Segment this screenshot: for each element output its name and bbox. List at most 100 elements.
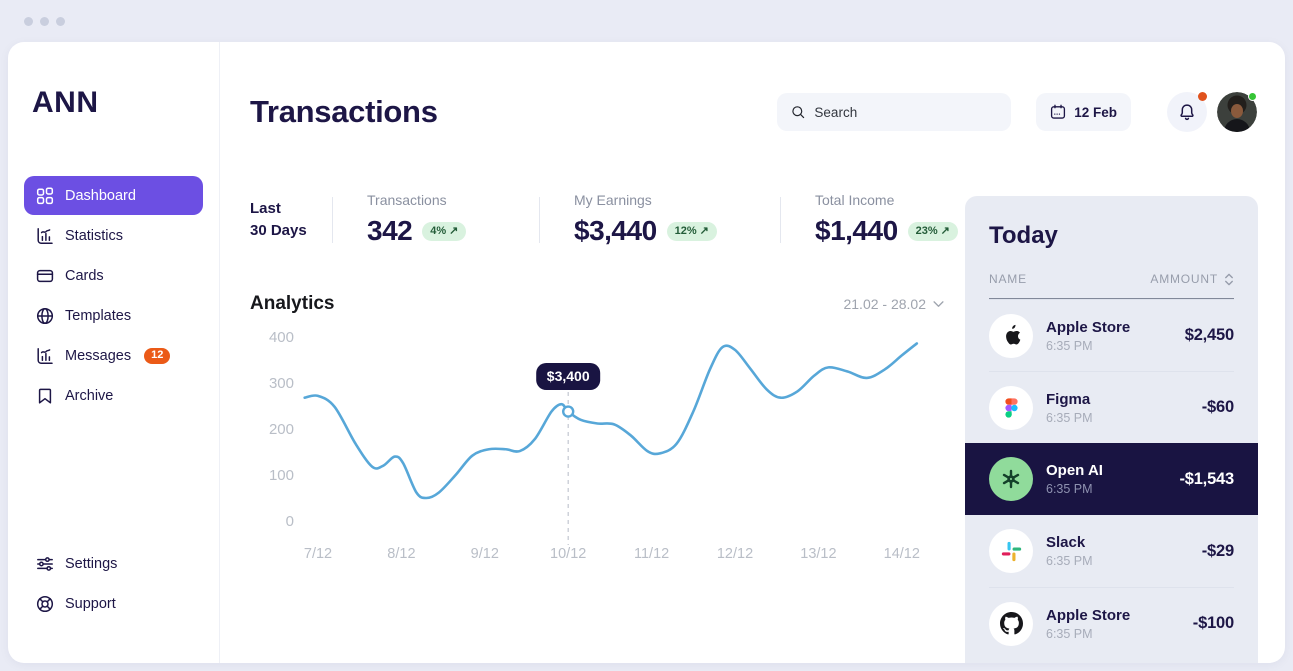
sidebar-item-label: Dashboard	[65, 187, 136, 204]
sidebar-item-archive[interactable]: Archive	[24, 376, 203, 415]
sidebar-item-cards[interactable]: Cards	[24, 256, 203, 295]
search-icon	[792, 106, 805, 119]
column-amount: AMMOUNT	[1150, 272, 1218, 286]
divider	[332, 196, 333, 243]
lifebuoy-icon	[36, 595, 54, 612]
analytics-line-chart: 400 300 200 100 0 7/12 8/12 9/12 10/12 11/12 12/12…	[269, 329, 920, 562]
analytics-title: Analytics	[250, 293, 335, 314]
sidebar-nav: Dashboard Statistics Cards	[24, 176, 203, 415]
merchant-name: Apple Store	[1046, 606, 1131, 624]
sidebar-item-dashboard[interactable]: Dashboard	[24, 176, 203, 215]
stat-my-earnings: My Earnings $3,440 12% ↗	[574, 192, 748, 247]
transaction-amount: -$29	[1201, 541, 1234, 560]
bookmark-icon	[38, 388, 52, 404]
sidebar-item-settings[interactable]: Settings	[24, 544, 203, 583]
svg-text:13/12: 13/12	[800, 546, 836, 562]
sidebar-item-templates[interactable]: Templates	[24, 296, 203, 335]
date-button-label: 12 Feb	[1074, 104, 1117, 120]
sidebar-footer: Settings Support	[24, 544, 203, 623]
transaction-amount: -$100	[1192, 614, 1234, 632]
table-row[interactable]: Apple Store 6:35 PM -$100	[989, 587, 1234, 659]
svg-text:$3,400: $3,400	[547, 368, 590, 384]
sidebar-item-statistics[interactable]: Statistics	[24, 216, 203, 255]
stats-period: Last 30 Days	[250, 199, 307, 239]
page-header: Transactions 12 Feb	[250, 92, 1257, 132]
window-dot[interactable]	[40, 17, 49, 26]
transaction-time: 6:35 PM	[1046, 554, 1093, 568]
bell-icon	[1180, 104, 1194, 121]
merchant-name: Slack	[1046, 534, 1086, 551]
date-button[interactable]: 12 Feb	[1036, 93, 1131, 131]
svg-text:7/12: 7/12	[304, 546, 332, 562]
sidebar-item-label: Templates	[65, 307, 132, 324]
table-row[interactable]: Slack 6:35 PM -$29	[989, 515, 1234, 587]
sidebar-item-label: Cards	[65, 267, 104, 284]
transaction-time: 6:35 PM	[1046, 482, 1093, 496]
svg-text:11/12: 11/12	[634, 546, 669, 562]
search-box[interactable]	[777, 93, 1012, 131]
messages-count-badge: 12	[144, 347, 171, 364]
stats-row: Last 30 Days Transactions 342 4% ↗ My Ear…	[250, 192, 1257, 247]
stat-transactions: Transactions 342 4% ↗	[367, 192, 507, 247]
openai-icon	[989, 457, 1033, 501]
svg-text:400: 400	[269, 329, 294, 346]
stat-value: 342	[367, 215, 413, 246]
svg-text:300: 300	[269, 375, 294, 392]
sidebar-item-label: Settings	[65, 555, 118, 572]
user-avatar[interactable]	[1217, 92, 1257, 132]
table-row[interactable]: Figma 6:35 PM -$60	[989, 371, 1234, 443]
svg-text:0: 0	[286, 513, 294, 530]
today-title: Today	[989, 222, 1058, 249]
trend-up-icon: ↗	[940, 224, 950, 237]
notifications-button[interactable]	[1167, 92, 1207, 132]
sidebar-item-messages[interactable]: Messages 12	[24, 336, 203, 375]
column-amount-sort[interactable]: AMMOUNT	[1150, 272, 1234, 286]
window-dot[interactable]	[56, 17, 65, 26]
calendar-icon	[1051, 104, 1066, 119]
sidebar-item-label: Statistics	[65, 227, 124, 244]
card-icon	[36, 269, 54, 282]
stat-label: Transactions	[367, 192, 447, 208]
sidebar-item-support[interactable]: Support	[24, 584, 203, 623]
trend-up-icon: ↗	[699, 224, 709, 237]
online-status-dot	[1248, 92, 1257, 101]
transaction-time: 6:35 PM	[1046, 626, 1093, 641]
transaction-amount: $2,450	[1184, 326, 1234, 344]
window-dot[interactable]	[24, 17, 33, 26]
merchant-name: Figma	[1046, 390, 1091, 408]
divider	[780, 196, 781, 243]
stat-value: $3,440	[574, 215, 657, 246]
app-window: ANN Dashboard Statistics	[8, 42, 1285, 663]
analytics-header: Analytics 21.02 - 28.02	[250, 293, 944, 315]
date-range-label: 21.02 - 28.02	[843, 296, 926, 312]
figma-icon	[989, 385, 1033, 430]
avatar-image	[1217, 92, 1257, 132]
trend-badge: 4% ↗	[422, 221, 467, 241]
sort-icon	[1225, 273, 1233, 285]
page-title: Transactions	[250, 94, 438, 129]
search-input[interactable]	[814, 104, 998, 120]
table-header: NAME AMMOUNT	[989, 272, 1234, 299]
window-controls[interactable]	[24, 17, 65, 26]
app-logo: ANN	[32, 86, 99, 119]
table-row[interactable]: Apple Store 6:35 PM $2,450	[989, 299, 1234, 371]
sliders-icon	[37, 556, 53, 571]
merchant-name: Open AI	[1046, 462, 1103, 479]
transaction-time: 6:35 PM	[1046, 338, 1093, 353]
trend-up-icon: ↗	[449, 224, 459, 237]
chevron-down-icon	[933, 300, 944, 307]
trend-badge: 12% ↗	[666, 221, 717, 241]
sidebar: ANN Dashboard Statistics	[8, 42, 220, 663]
stat-label: My Earnings	[574, 192, 652, 208]
stat-value: $1,440	[815, 215, 898, 246]
divider	[539, 196, 540, 243]
svg-text:10/12: 10/12	[550, 546, 586, 562]
svg-text:12/12: 12/12	[717, 546, 753, 562]
table-row-selected[interactable]: Open AI 6:35 PM -$1,543	[965, 443, 1258, 515]
date-range-dropdown[interactable]: 21.02 - 28.02	[843, 296, 944, 312]
svg-text:200: 200	[269, 421, 294, 438]
stat-total-income: Total Income $1,440 23% ↗	[815, 192, 975, 247]
stat-label: Total Income	[815, 192, 895, 208]
transaction-amount: -$60	[1201, 398, 1234, 416]
svg-text:8/12: 8/12	[387, 546, 415, 562]
